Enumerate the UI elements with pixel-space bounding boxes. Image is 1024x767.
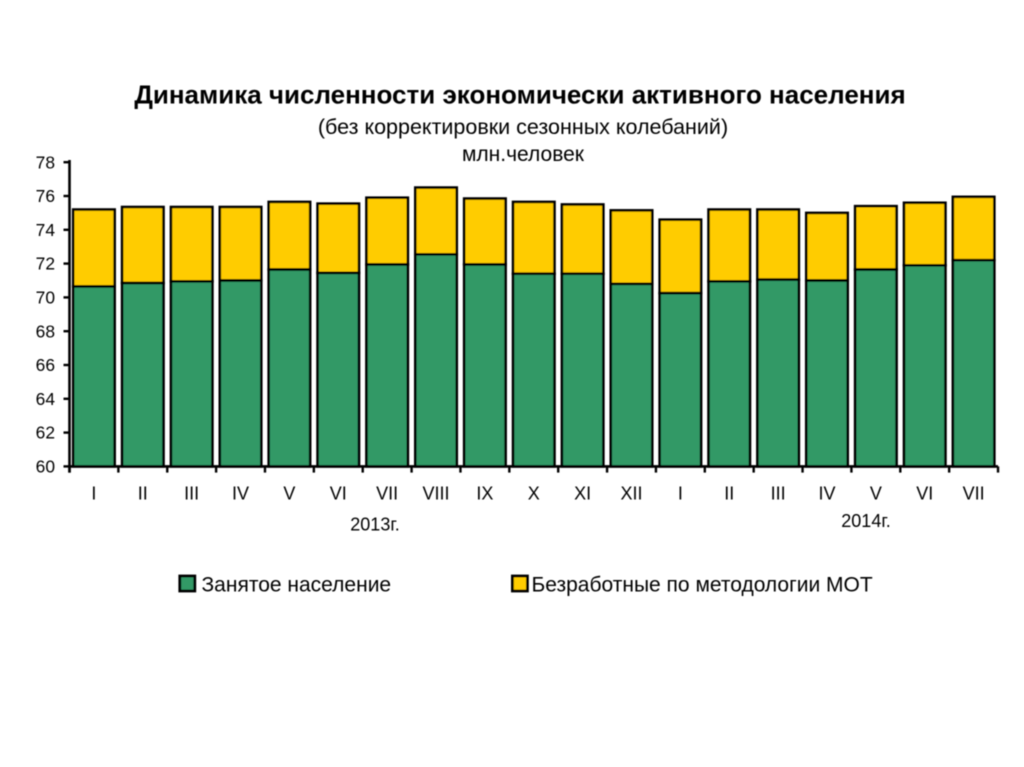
svg-text:60: 60 <box>36 457 55 477</box>
svg-text:VI: VI <box>330 484 347 504</box>
svg-text:VI: VI <box>916 484 933 504</box>
svg-text:III: III <box>184 484 199 504</box>
svg-text:V: V <box>870 484 882 504</box>
svg-text:млн.человек: млн.человек <box>462 143 585 166</box>
svg-text:Динамика численности экономиче: Динамика численности экономически активн… <box>134 80 905 110</box>
svg-text:Занятое население: Занятое население <box>202 574 392 597</box>
svg-text:70: 70 <box>36 288 55 308</box>
svg-text:VIII: VIII <box>423 484 450 504</box>
svg-text:72: 72 <box>36 254 55 274</box>
svg-text:V: V <box>283 484 295 504</box>
svg-text:VII: VII <box>376 484 398 504</box>
svg-text:I: I <box>91 484 96 504</box>
svg-text:III: III <box>771 484 786 504</box>
svg-text:78: 78 <box>36 152 55 172</box>
svg-text:XII: XII <box>620 484 642 504</box>
svg-text:X: X <box>528 484 540 504</box>
svg-text:IV: IV <box>232 484 249 504</box>
svg-text:IX: IX <box>476 484 493 504</box>
svg-text:66: 66 <box>36 355 55 375</box>
svg-text:2014г.: 2014г. <box>841 511 890 531</box>
svg-text:II: II <box>724 484 734 504</box>
svg-text:2013г.: 2013г. <box>350 515 399 535</box>
svg-text:II: II <box>138 484 148 504</box>
svg-text:68: 68 <box>36 321 55 341</box>
svg-text:IV: IV <box>818 484 835 504</box>
svg-text:VII: VII <box>963 484 985 504</box>
svg-text:XI: XI <box>574 484 591 504</box>
svg-text:74: 74 <box>36 220 56 240</box>
svg-text:Безработные по методологии МОТ: Безработные по методологии МОТ <box>532 574 873 597</box>
svg-text:62: 62 <box>36 423 55 443</box>
svg-text:76: 76 <box>36 186 55 206</box>
svg-text:(без корректировки сезонных ко: (без корректировки сезонных колебаний) <box>318 115 728 139</box>
svg-text:I: I <box>678 484 683 504</box>
svg-text:64: 64 <box>36 389 56 409</box>
